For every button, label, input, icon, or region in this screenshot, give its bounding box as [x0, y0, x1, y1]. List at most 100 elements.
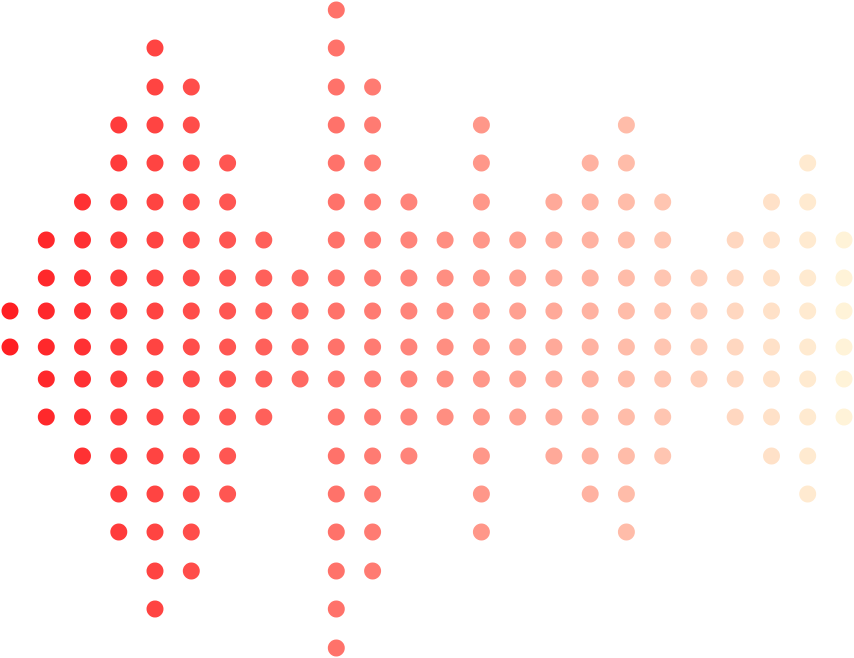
- wave-dot: [617, 485, 635, 503]
- wave-dot: [146, 370, 164, 388]
- wave-dot: [110, 154, 128, 172]
- wave-dot: [799, 338, 817, 356]
- wave-dot: [690, 370, 708, 388]
- wave-dot: [74, 338, 91, 356]
- wave-dot: [255, 370, 273, 388]
- wave-dot: [581, 338, 599, 356]
- wave-dot: [581, 370, 599, 388]
- wave-dot: [74, 193, 91, 211]
- wave-dot: [509, 338, 527, 356]
- wave-dot: [654, 269, 672, 287]
- wave-dot: [74, 302, 91, 320]
- wave-dot: [835, 231, 853, 249]
- wave-dot: [581, 485, 599, 503]
- wave-dot: [327, 1, 345, 19]
- wave-dot: [219, 269, 237, 287]
- wave-dot: [690, 302, 708, 320]
- wave-dot: [182, 523, 200, 541]
- wave-dot: [327, 269, 345, 287]
- wave-dot: [726, 370, 744, 388]
- wave-dot: [291, 269, 309, 287]
- wave-dot: [654, 193, 672, 211]
- wave-dot: [182, 78, 200, 96]
- wave-dot: [291, 370, 309, 388]
- wave-dot: [74, 447, 91, 465]
- wave-dot: [436, 408, 454, 426]
- wave-dot: [219, 370, 237, 388]
- wave-dot: [726, 302, 744, 320]
- wave-dot: [146, 116, 164, 134]
- wave-dot: [617, 408, 635, 426]
- wave-dot: [219, 231, 237, 249]
- wave-dot: [617, 193, 635, 211]
- wave-dot: [436, 338, 454, 356]
- wave-dot: [219, 302, 237, 320]
- wave-dot: [799, 485, 817, 503]
- wave-dot: [255, 231, 273, 249]
- wave-dot: [146, 485, 164, 503]
- wave-dot: [327, 116, 345, 134]
- wave-dot: [327, 39, 345, 57]
- wave-dot: [364, 302, 382, 320]
- wave-dot: [617, 523, 635, 541]
- wave-dot: [255, 338, 273, 356]
- wave-dot: [327, 78, 345, 96]
- wave-dot: [400, 231, 418, 249]
- wave-dot: [146, 600, 164, 618]
- wave-dot: [763, 447, 780, 465]
- wave-dot: [74, 231, 91, 249]
- wave-dot: [472, 231, 490, 249]
- wave-dot: [219, 193, 237, 211]
- wave-dot: [509, 231, 527, 249]
- wave-dot: [545, 302, 563, 320]
- wave-dot: [219, 485, 237, 503]
- wave-dot: [364, 523, 382, 541]
- wave-dot: [110, 231, 128, 249]
- wave-dot: [654, 338, 672, 356]
- wave-dot: [472, 338, 490, 356]
- wave-dot: [763, 302, 780, 320]
- wave-dot: [146, 447, 164, 465]
- wave-dot: [799, 154, 817, 172]
- wave-dot: [37, 370, 55, 388]
- wave-dot: [835, 370, 853, 388]
- wave-dot: [327, 447, 345, 465]
- wave-dot: [219, 447, 237, 465]
- wave-dot: [364, 231, 382, 249]
- wave-dot: [146, 302, 164, 320]
- wave-dot: [545, 370, 563, 388]
- wave-dot: [763, 269, 780, 287]
- wave-dot: [219, 338, 237, 356]
- wave-dot: [110, 408, 128, 426]
- wave-dot: [1, 338, 19, 356]
- wave-dot: [763, 338, 780, 356]
- wave-dot: [726, 338, 744, 356]
- wave-dot: [146, 562, 164, 580]
- wave-dot: [545, 338, 563, 356]
- wave-dot: [37, 408, 55, 426]
- wave-dot: [545, 231, 563, 249]
- wave-dot: [799, 302, 817, 320]
- wave-dot: [364, 370, 382, 388]
- wave-dot: [364, 116, 382, 134]
- wave-dot: [364, 78, 382, 96]
- wave-dot: [763, 370, 780, 388]
- wave-dot: [545, 193, 563, 211]
- wave-dot: [400, 193, 418, 211]
- wave-dot: [617, 116, 635, 134]
- wave-dot: [37, 338, 55, 356]
- wave-dot: [219, 154, 237, 172]
- wave-dot: [726, 408, 744, 426]
- wave-dot: [400, 408, 418, 426]
- wave-dot: [146, 338, 164, 356]
- wave-dot: [436, 269, 454, 287]
- wave-dot: [327, 485, 345, 503]
- wave-dot: [182, 447, 200, 465]
- wave-dot: [327, 231, 345, 249]
- wave-dot: [182, 370, 200, 388]
- wave-dot: [763, 408, 780, 426]
- wave-dot: [509, 370, 527, 388]
- wave-dot: [74, 269, 91, 287]
- wave-dot: [110, 485, 128, 503]
- wave-dot: [799, 447, 817, 465]
